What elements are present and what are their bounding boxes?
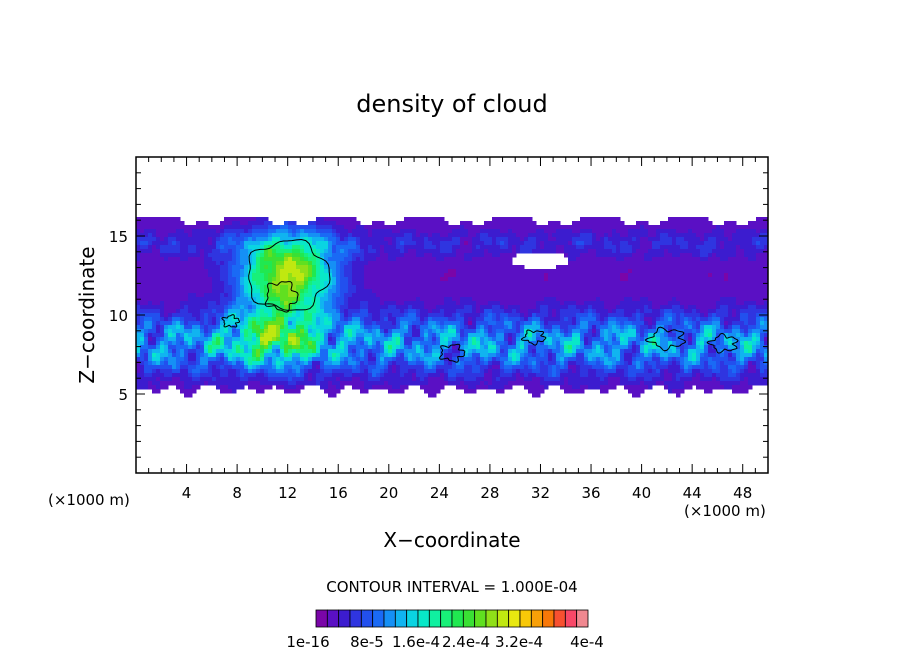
colorbar-swatch [428,609,442,628]
colorbar-swatch [372,609,385,628]
x-unit-left: (×1000 m) [48,491,130,509]
colorbar-swatch [496,609,510,628]
colorbar-swatch [451,609,464,628]
colorbar-labels: 1e-16 8e-5 1.6e-4 2.4e-4 3.2e-4 4e-4 [286,633,604,651]
contour-line [644,326,687,352]
contour-line [438,343,466,363]
x-tick-label: 12 [278,484,297,502]
x-tick-label: 24 [430,484,449,502]
contour-line [706,332,739,354]
x-tick-label: 8 [232,484,242,502]
contour-line [264,281,299,313]
colorbar-swatch [553,609,566,628]
colorbar-swatch [315,609,328,628]
x-tick-label: 48 [733,484,752,502]
contour-interval-text: CONTOUR INTERVAL = 1.000E-04 [326,578,577,596]
colorbar [315,609,589,628]
x-axis-label: X−coordinate [383,528,520,552]
colorbar-swatch [406,609,419,628]
chart-title: density of cloud [356,90,547,118]
contour-line [520,329,547,346]
x-tick-label: 4 [182,484,192,502]
colorbar-label: 1.6e-4 [392,633,440,651]
colorbar-swatch [508,609,521,628]
heatmap-field [136,217,768,398]
y-tick-label: 15 [109,228,128,246]
colorbar-swatch [383,609,396,628]
colorbar-swatch [542,609,555,628]
colorbar-swatch [474,609,487,628]
colorbar-swatch [485,609,498,628]
colorbar-swatch [440,609,453,628]
colorbar-swatch [564,609,578,628]
x-tick-label: 44 [683,484,702,502]
x-tick-label: 16 [329,484,348,502]
x-tick-label: 20 [379,484,398,502]
colorbar-label: 3.2e-4 [495,633,543,651]
x-tick-label: 32 [531,484,550,502]
colorbar-label: 8e-5 [350,633,384,651]
colorbar-swatch [519,609,532,628]
colorbar-label: 4e-4 [570,633,604,651]
colorbar-swatch [394,609,408,628]
colorbar-label: 2.4e-4 [442,633,490,651]
colorbar-swatch [360,609,374,628]
x-axis-ticks: 4 8 12 16 20 24 28 32 36 40 44 48 [148,157,756,502]
y-axis-label: Z−coordinate [75,246,99,383]
colorbar-swatch [326,609,340,628]
x-tick-label: 36 [581,484,600,502]
colorbar-swatch [349,609,362,628]
colorbar-swatch [338,609,351,628]
x-tick-label: 28 [480,484,499,502]
contour-line [248,238,331,311]
colorbar-swatch [576,609,589,628]
y-tick-label: 5 [118,386,128,404]
colorbar-swatch [417,609,430,628]
colorbar-swatch [530,609,544,628]
contour-line [221,314,241,328]
y-axis-ticks: 5 10 15 [109,172,768,458]
x-tick-label: 40 [632,484,651,502]
colorbar-label: 1e-16 [286,633,329,651]
y-tick-label: 10 [109,307,128,325]
colorbar-swatch [462,609,476,628]
x-unit-right: (×1000 m) [684,502,766,520]
